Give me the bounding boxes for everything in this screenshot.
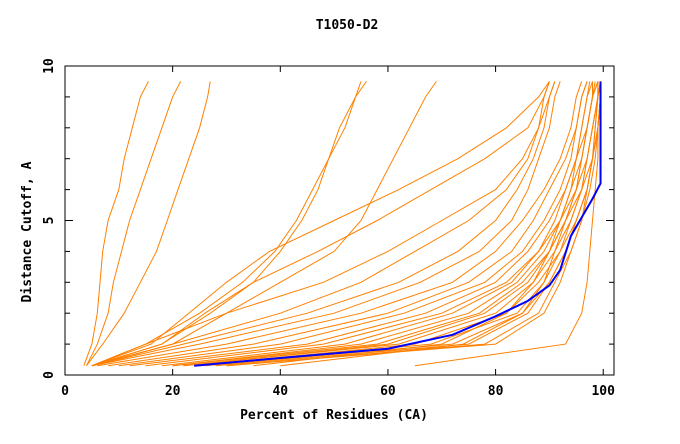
model-line-9: [91, 81, 556, 367]
plot-frame: [64, 65, 615, 376]
model-line-3: [86, 81, 211, 367]
model-line-1: [83, 81, 149, 366]
model-line-16: [129, 81, 593, 367]
chart-title: T1050-D2: [316, 18, 379, 33]
model-line-13: [97, 81, 583, 367]
model-line-19: [172, 81, 599, 367]
model-line-18: [161, 81, 599, 367]
model-line-20: [172, 81, 599, 367]
model-line-29: [280, 81, 593, 367]
model-line-6: [91, 81, 437, 367]
x-tick-label: 0: [61, 384, 69, 399]
model-line-2: [86, 81, 182, 366]
model-line-30: [226, 81, 599, 367]
x-tick-label: 100: [591, 384, 615, 399]
model-line-11: [91, 81, 556, 367]
model-line-10: [91, 81, 550, 367]
y-tick-label: 0: [42, 371, 57, 379]
axis-ticks: 0 20 40 60 80 100 0 5 10: [42, 58, 615, 399]
model-line-5: [91, 81, 367, 367]
model-line-26: [215, 81, 601, 367]
model-line-14: [108, 81, 588, 367]
model-line-12: [91, 81, 561, 367]
y-tick-label: 5: [42, 217, 57, 225]
model-line-31: [414, 81, 601, 367]
highlight-line: [194, 81, 602, 367]
model-line-15: [118, 81, 588, 367]
series-group: [83, 81, 602, 367]
y-tick-label: 10: [42, 58, 57, 74]
model-line-4: [91, 81, 362, 367]
x-tick-label: 60: [380, 384, 396, 399]
x-tick-label: 40: [272, 384, 288, 399]
model-line-28: [253, 81, 591, 367]
model-line-7: [91, 81, 550, 367]
x-tick-label: 20: [165, 384, 181, 399]
x-tick-label: 80: [488, 384, 504, 399]
y-axis-label: Distance Cutoff, A: [20, 161, 35, 302]
x-axis-label: Percent of Residues (CA): [240, 408, 428, 423]
model-line-8: [91, 81, 550, 367]
